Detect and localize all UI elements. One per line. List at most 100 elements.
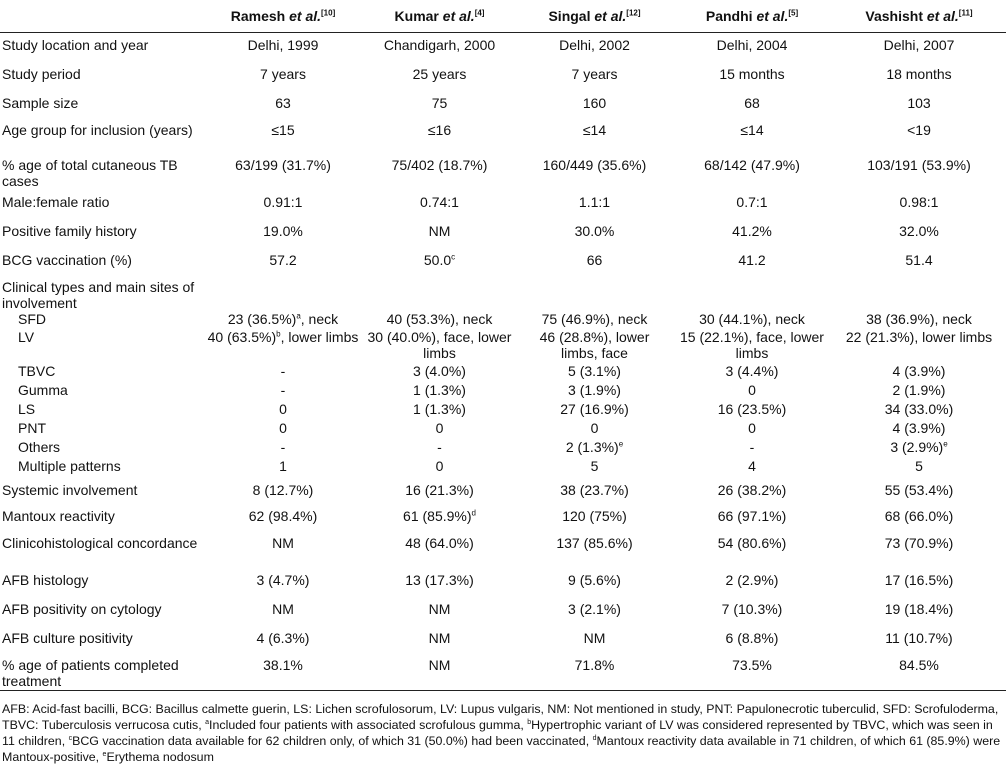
table-cell: 7 years [571, 66, 618, 82]
table-cell: 32.0% [899, 223, 939, 239]
table-cell: 41.2 [738, 252, 766, 268]
row-label: AFB culture positivity [2, 630, 133, 646]
table-cell: 17 (16.5%) [884, 572, 954, 588]
table-cell: Delhi, 2007 [883, 37, 955, 53]
table-row: Multiple patterns 1 0 5 4 5 [0, 458, 1006, 477]
table-cell: Delhi, 1999 [247, 37, 319, 53]
table-cell: 61 (85.9%)d [403, 508, 476, 524]
footnote-marker: d [471, 508, 476, 518]
table-cell: Chandigarh, 2000 [383, 37, 496, 53]
table-cell: ≤14 [582, 122, 607, 138]
table-cell: 7 (10.3%) [721, 601, 783, 617]
table-cell: 48 (64.0%) [405, 535, 474, 551]
table-row: PNT 0 0 0 0 4 (3.9%) [0, 420, 1006, 439]
table-cell: Delhi, 2004 [716, 37, 788, 53]
table-row: TBVC - 3 (4.0%) 5 (3.1%) 3 (4.4%) 4 (3.9… [0, 363, 1006, 382]
table-cell: 51.4 [905, 252, 933, 268]
table-row: BCG vaccination (%) 57.2 50.0c 66 41.2 5… [0, 248, 1006, 277]
table-cell: 15 months [719, 66, 785, 82]
table-cell: 4 (3.9%) [892, 420, 946, 436]
table-cell: 3 (4.4%) [725, 363, 779, 379]
table-cell: 38.1% [204, 655, 362, 691]
table-cell: 9 (5.6%) [568, 572, 621, 588]
table-cell: - [280, 363, 286, 379]
table-cell: 75 [431, 95, 448, 111]
table-row: Mantoux reactivity 62 (98.4%) 61 (85.9%)… [0, 504, 1006, 533]
table-cell: 3 (2.9%)e [890, 439, 948, 455]
table-cell: NM [428, 601, 451, 617]
table-cell: 8 (12.7%) [252, 482, 314, 498]
row-label: % age of patients completed treatment [0, 655, 204, 691]
table-row: Age group for inclusion (years) ≤15 ≤16 … [0, 120, 1006, 155]
table-cell: 3 (4.0%) [413, 363, 466, 379]
table-cell: NM [428, 223, 451, 239]
table-cell: 1.1:1 [578, 194, 611, 210]
row-label: LV [18, 329, 35, 345]
table-cell: 7 years [260, 66, 306, 82]
table-cell: NM [362, 655, 517, 691]
study-comparison-table: Ramesh et al.[10] Kumar et al.[4] Singal… [0, 8, 1006, 691]
table-cell: - [749, 439, 755, 455]
table-cell: 63 [275, 95, 291, 111]
footnote-marker: e [618, 439, 624, 449]
header-row: Ramesh et al.[10] Kumar et al.[4] Singal… [0, 8, 1006, 33]
table-cell: 0 [279, 401, 287, 417]
table-cell: 0 [435, 458, 444, 474]
table-cell: 2 (1.9%) [892, 382, 946, 398]
table-cell: 50.0c [423, 252, 456, 268]
row-label: % age of total cutaneous TB cases [2, 157, 178, 189]
table-cell: 40 (53.3%), neck [386, 311, 493, 327]
row-label: SFD [18, 311, 46, 327]
table-cell: 68/142 (47.9%) [704, 157, 800, 173]
table-cell: 0 [748, 382, 756, 398]
table-cell: 84.5% [832, 655, 1006, 691]
footnote-marker: b [276, 329, 281, 339]
row-label: Others [18, 439, 61, 455]
table-cell: 103/191 (53.9%) [867, 157, 971, 173]
table-row: Clinicohistological concordance NM 48 (6… [0, 533, 1006, 568]
table-cell: 4 [748, 458, 756, 474]
row-label: Systemic involvement [2, 482, 138, 498]
table-cell: - [280, 439, 286, 455]
table-cell: 2 (2.9%) [725, 572, 779, 588]
table-row: Systemic involvement 8 (12.7%) 16 (21.3%… [0, 477, 1006, 504]
table-cell: 30 (44.1%), neck [699, 311, 805, 327]
table-cell: <19 [907, 122, 931, 138]
table-row: Clinical types and main sites of involve… [0, 277, 1006, 311]
table-cell: 25 years [412, 66, 467, 82]
table-cell: 62 (98.4%) [248, 508, 318, 524]
table-cell: 160/449 (35.6%) [542, 157, 647, 173]
table-row: AFB culture positivity 4 (6.3%) NM NM 6 … [0, 626, 1006, 655]
table-cell: 4 (6.3%) [256, 630, 310, 646]
table-cell: - [280, 382, 286, 398]
table-row: Others - - 2 (1.3%)e - 3 (2.9%)e [0, 439, 1006, 458]
table-row: LS 0 1 (1.3%) 27 (16.9%) 16 (23.5%) 34 (… [0, 401, 1006, 420]
table-cell: 5 [590, 458, 599, 474]
table-cell: 0 [435, 420, 444, 436]
table-cell: 27 (16.9%) [560, 401, 629, 417]
table-cell: 68 (66.0%) [884, 508, 954, 524]
row-label: TBVC [18, 363, 56, 379]
row-label: BCG vaccination (%) [2, 252, 132, 268]
table-cell: 2 (1.3%)e [565, 439, 624, 455]
table-cell: 4 (3.9%) [892, 363, 946, 379]
table-cell: 54 (80.6%) [717, 535, 787, 551]
table-cell: 5 (3.1%) [568, 363, 621, 379]
row-label: Positive family history [2, 223, 137, 239]
table-cell: 0.74:1 [420, 194, 459, 210]
table-cell: 75 (46.9%), neck [541, 311, 648, 327]
row-label: AFB positivity on cytology [2, 601, 162, 617]
table-row: Sample size 63 75 160 68 103 [0, 91, 1006, 120]
table-cell: 66 (97.1%) [717, 508, 787, 524]
table-cell: 19 (18.4%) [884, 601, 954, 617]
table-row: AFB histology 3 (4.7%) 13 (17.3%) 9 (5.6… [0, 568, 1006, 597]
table-cell: NM [272, 535, 294, 551]
table-cell: 73 (70.9%) [884, 535, 954, 551]
table-cell: 11 (10.7%) [885, 630, 953, 646]
table-cell: 6 (8.8%) [725, 630, 779, 646]
table-cell: 46 (28.8%), lower limbs, face [539, 329, 650, 361]
table-cell: 16 (23.5%) [717, 401, 787, 417]
table-cell: 55 (53.4%) [884, 482, 954, 498]
row-label: Multiple patterns [18, 458, 121, 474]
table-cell: 40 (63.5%)b, lower limbs [207, 329, 359, 345]
